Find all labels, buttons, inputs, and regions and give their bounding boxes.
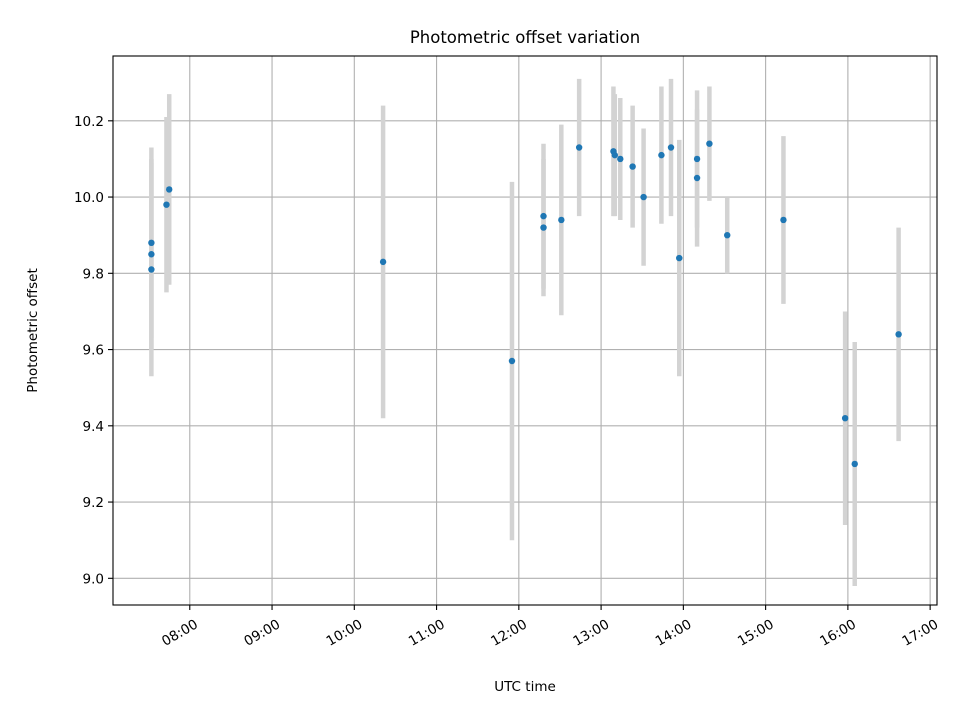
data-point <box>611 151 619 159</box>
y-tick-label: 10.2 <box>74 114 104 130</box>
x-axis-label: UTC time <box>494 679 556 695</box>
y-tick-label: 9.4 <box>83 419 104 435</box>
data-point <box>658 151 665 159</box>
x-tick-label: 16:00 <box>817 616 859 649</box>
grid <box>113 56 937 605</box>
x-axis: 08:00 09:00 10:00 11:00 12:00 13:00 14:00 15:00… <box>159 605 941 650</box>
data-point <box>148 266 155 273</box>
data-point <box>629 163 636 170</box>
x-tick-label: 12:00 <box>488 616 530 649</box>
y-axis: 9.0 9.2 9.4 9.6 9.8 10.0 10.2 <box>74 114 113 587</box>
x-tick-label: 15:00 <box>735 616 777 649</box>
data-point <box>841 414 849 422</box>
x-tick-label: 14:00 <box>653 616 695 649</box>
y-tick-label: 10.0 <box>74 190 104 206</box>
plot-frame <box>112 55 938 606</box>
y-axis-label: Photometric offset <box>25 268 41 392</box>
data-point <box>575 144 583 151</box>
data-point <box>780 216 787 224</box>
data-point <box>706 140 713 147</box>
y-tick-label: 9.8 <box>83 266 104 282</box>
data-point <box>895 331 902 338</box>
data-point <box>693 155 701 163</box>
data-point <box>163 201 170 208</box>
x-tick-label: 11:00 <box>406 616 448 649</box>
data-point <box>693 174 701 182</box>
data-point <box>166 186 173 193</box>
data-point <box>640 193 647 201</box>
x-tick-label: 17:00 <box>900 616 942 649</box>
y-tick-label: 9.2 <box>83 495 104 511</box>
data-point <box>724 231 731 239</box>
y-tick-label: 9.6 <box>83 343 104 359</box>
data-point <box>148 239 155 247</box>
data-points <box>148 140 902 468</box>
x-tick-label: 09:00 <box>241 616 283 649</box>
data-point <box>540 224 547 231</box>
data-point <box>508 357 516 365</box>
x-tick-label: 08:00 <box>159 616 201 649</box>
error-bars <box>149 78 901 586</box>
x-tick-label: 13:00 <box>570 616 612 649</box>
x-tick-label: 10:00 <box>324 616 366 649</box>
data-point <box>617 155 624 163</box>
data-point <box>851 460 858 468</box>
data-point <box>148 251 155 258</box>
data-point <box>667 144 675 151</box>
y-tick-label: 9.0 <box>83 571 104 587</box>
data-point <box>558 216 565 224</box>
data-point <box>676 254 683 262</box>
data-point <box>379 258 387 266</box>
chart-title: Photometric offset variation <box>410 28 640 47</box>
data-point <box>540 212 547 220</box>
